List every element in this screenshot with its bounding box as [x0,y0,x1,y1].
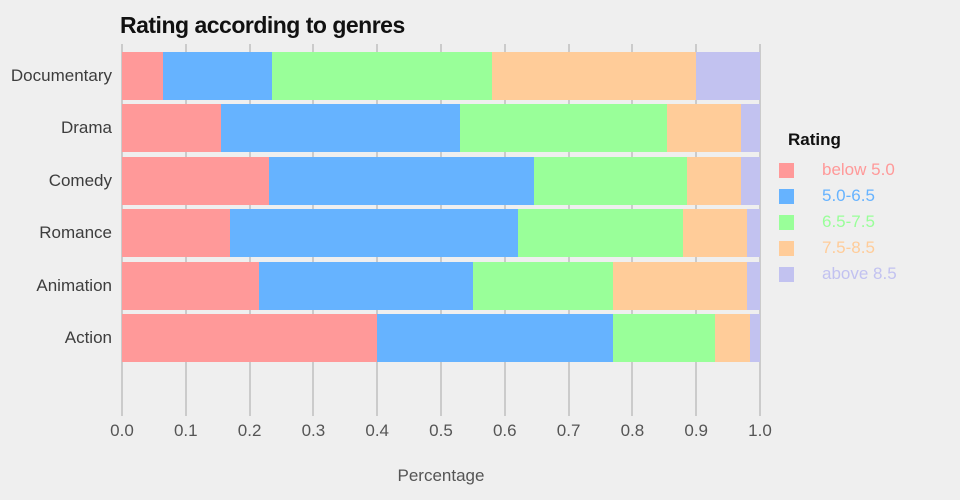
x-axis-tick-label: 0.3 [301,421,326,440]
bar-segment [715,314,751,362]
legend-swatch [779,266,794,282]
bar-segment [271,52,493,100]
bar-segment [750,314,760,362]
legend-item-label: 7.5-8.5 [822,238,875,257]
legend-item-label: below 5.0 [822,160,895,179]
bar-segment [686,156,741,205]
y-axis-label: Documentary [10,66,112,85]
bar-segment [696,52,760,100]
legend-item: 5.0-6.5 [779,183,957,209]
y-axis-label: Romance [39,223,112,243]
legend: Rating below 5.0 5.0-6.5 6.5-7.5 7.5-8.5 abo… [779,130,957,287]
bar-segment [517,209,684,258]
bar-segment [259,261,473,310]
legend-item: 7.5-8.5 [779,235,957,261]
y-axis-label: Action [64,328,112,347]
bar-segment [683,209,748,258]
legend-item: above 8.5 [779,261,957,287]
bar-segment [122,261,260,310]
gridline [759,44,761,416]
bar-segment [747,209,760,258]
bar-segment [268,156,534,205]
bar-segment [122,52,164,100]
bar-segment [747,261,760,310]
x-axis-tick-label: 0.4 [365,421,389,440]
legend-items: below 5.0 5.0-6.5 6.5-7.5 7.5-8.5 above 8.5 [779,157,957,287]
bar-segment [122,209,231,258]
bar-segment [163,52,272,100]
legend-item: 6.5-7.5 [779,209,957,235]
x-axis-tick-label: 0.8 [620,421,645,440]
bar-segment [667,104,741,153]
y-axis-label: Drama [60,118,112,138]
legend-item-label: 6.5-7.5 [822,212,875,231]
legend-swatch [779,188,794,204]
bar-segment [460,104,668,153]
bar-segment [613,314,716,362]
bar-segment [533,156,687,205]
bar-segment [377,314,614,362]
bar-segment [740,156,760,205]
x-axis-tick-label: 0.7 [556,421,581,440]
x-axis-title: Percentage [397,466,485,485]
bar-segment [492,52,697,100]
y-axis-label: Comedy [48,170,112,190]
x-axis-tick-label: 0.5 [429,421,453,440]
legend-item-label: above 8.5 [822,264,897,283]
x-axis-tick-label: 0.0 [110,421,134,440]
bar-segment [740,104,760,153]
x-axis-tick-label: 1.0 [748,421,772,440]
x-axis-tick-label: 0.9 [684,421,708,440]
x-axis-tick-label: 0.1 [173,421,198,440]
x-axis-tick-label: 0.2 [237,421,262,440]
bar-segment [122,314,378,362]
bar-segment [122,104,221,153]
legend-item: below 5.0 [779,157,957,183]
legend-swatch [779,240,794,256]
bar-segment [122,156,269,205]
legend-swatch [779,214,794,230]
bar-segment [472,261,614,310]
bar-segment [220,104,461,153]
legend-title: Rating [788,130,841,149]
y-axis-label: Animation [36,275,112,295]
chart-title: Rating according to genres [120,12,405,38]
bar-segment [230,209,518,258]
x-axis-tick-label: 0.6 [492,421,517,440]
bar-segment [613,261,748,310]
legend-swatch [779,162,794,178]
legend-item-label: 5.0-6.5 [822,186,875,205]
